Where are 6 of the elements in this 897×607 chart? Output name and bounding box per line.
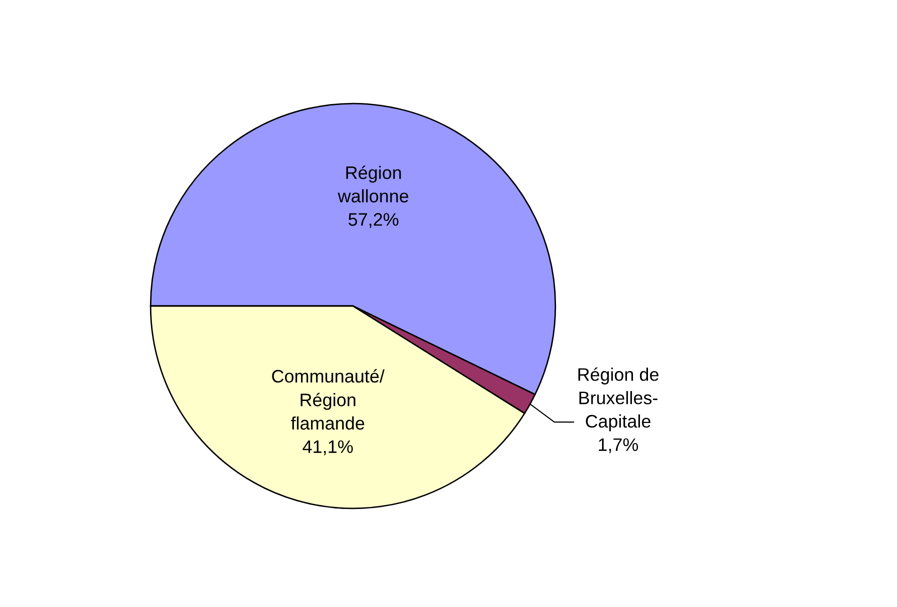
data-label: 41,1%	[302, 440, 353, 456]
slice-label: Région wallonne	[338, 166, 408, 202]
data-label: 1,7%	[598, 438, 638, 454]
slice-label: Communauté/ Région flamande	[272, 369, 385, 430]
slice-label: Région de Bruxelles- Capitale	[578, 367, 658, 432]
data-label: 57,2%	[348, 213, 398, 228]
